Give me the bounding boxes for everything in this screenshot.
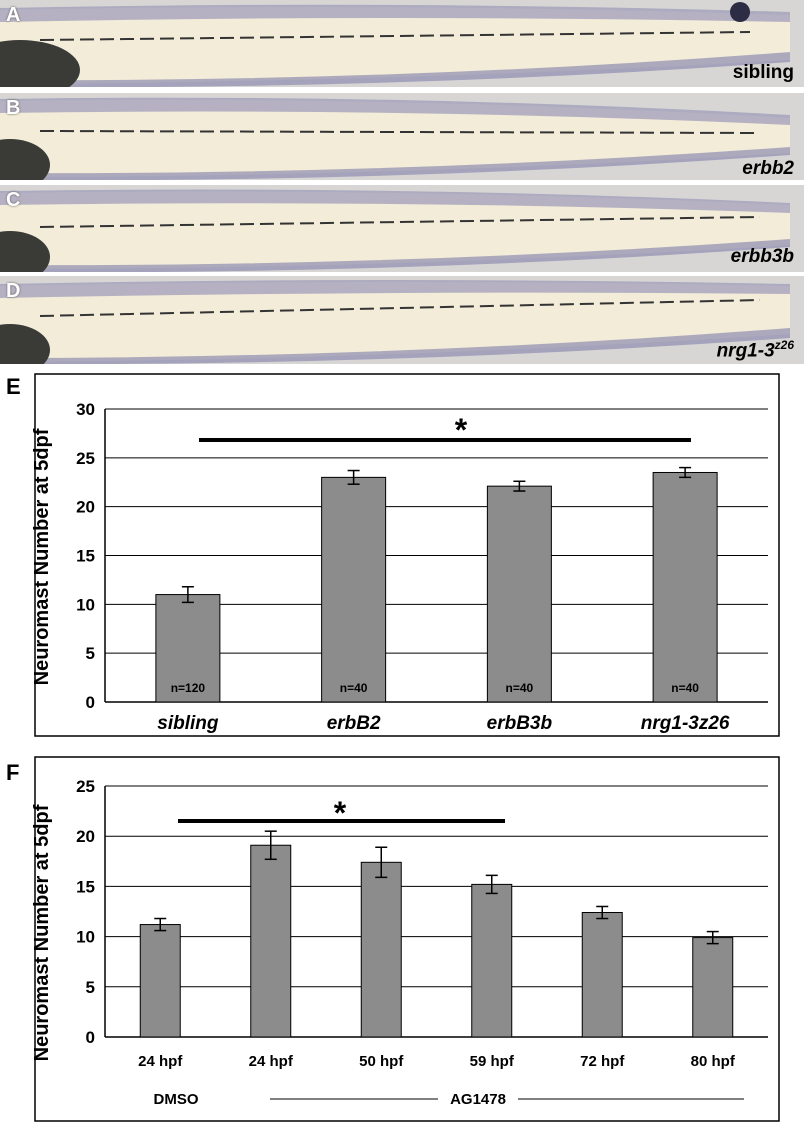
genotype-label-nrg1: nrg1-3z26 [717, 338, 794, 362]
y-tick-label: 30 [76, 400, 95, 419]
genotype-label-erbb3b: erbb3b [730, 246, 794, 267]
larva-photo-sibling [0, 0, 804, 87]
bar [486, 485, 552, 703]
y-tick-label: 0 [86, 693, 95, 712]
bar [139, 924, 181, 1038]
group-label-ag1478: AG1478 [450, 1091, 506, 1108]
larva-photo-erbb2 [0, 93, 804, 180]
bar [692, 937, 734, 1038]
y-tick-label: 20 [76, 827, 95, 846]
chart-e: Neuromast Number at 5dpf 0 5 10 15 20 25 30 n=… [31, 373, 780, 737]
group-label-dmso: DMSO [154, 1091, 199, 1108]
y-tick-label: 25 [76, 777, 95, 796]
genotype-allele: z26 [774, 338, 794, 352]
x-tick-label: erbB2 [327, 713, 381, 734]
y-tick-label: 5 [86, 978, 95, 997]
y-tick-label: 25 [76, 449, 95, 468]
y-tick-label: 10 [76, 928, 95, 947]
bar [652, 471, 718, 703]
y-tick-label: 20 [76, 498, 95, 517]
x-tick-label: 80 hpf [691, 1053, 736, 1070]
panel-label-a: A [6, 4, 21, 26]
genotype-label-sibling: sibling [732, 62, 794, 83]
chart-e-significance-star: * [455, 412, 468, 448]
bar [321, 476, 387, 703]
larva-image-b [0, 93, 804, 180]
y-tick-label: 15 [76, 877, 95, 896]
x-tick-label: 24 hpf [249, 1053, 294, 1070]
panel-label-b: B [6, 97, 21, 119]
x-tick-label: sibling [157, 713, 219, 734]
x-tick-label: 24 hpf [138, 1053, 183, 1070]
panel-label-c: C [6, 189, 21, 211]
larva-image-a [0, 0, 804, 87]
panel-label-e: E [6, 374, 21, 399]
bar [250, 844, 292, 1038]
x-tick-label: 72 hpf [580, 1053, 625, 1070]
chart-f-ylabel: Neuromast Number at 5dpf [31, 804, 53, 1061]
sample-size-label: n=40 [506, 681, 534, 695]
genotype-base: nrg1-3 [716, 340, 775, 362]
x-tick-label: 50 hpf [359, 1053, 404, 1070]
y-tick-label: 0 [86, 1028, 95, 1047]
genotype-label-erbb2: erbb2 [742, 158, 794, 179]
chart-e-ylabel: Neuromast Number at 5dpf [31, 428, 53, 685]
x-tick-label: erbB3b [487, 713, 553, 734]
sample-size-label: n=40 [340, 681, 368, 695]
sample-size-label: n=40 [671, 681, 699, 695]
chart-f-significance-star: * [334, 795, 347, 831]
bar [471, 883, 513, 1038]
panel-label-f: F [6, 760, 20, 785]
y-tick-label: 5 [86, 644, 95, 663]
y-tick-label: 10 [76, 595, 95, 614]
bar [581, 912, 623, 1038]
x-tick-label: 59 hpf [470, 1053, 515, 1070]
sample-size-label: n=120 [171, 681, 206, 695]
larva-image-d [0, 276, 804, 364]
y-tick-label: 15 [76, 547, 95, 566]
larva-photo-nrg1 [0, 276, 804, 364]
chart-f: Neuromast Number at 5dpf 0 5 10 15 20 25 24 h… [31, 756, 780, 1122]
larva-photo-erbb3b [0, 185, 804, 272]
x-tick-label: nrg1-3z26 [641, 713, 730, 734]
bar [360, 861, 402, 1038]
panel-label-d: D [6, 280, 21, 302]
larva-image-c [0, 185, 804, 272]
